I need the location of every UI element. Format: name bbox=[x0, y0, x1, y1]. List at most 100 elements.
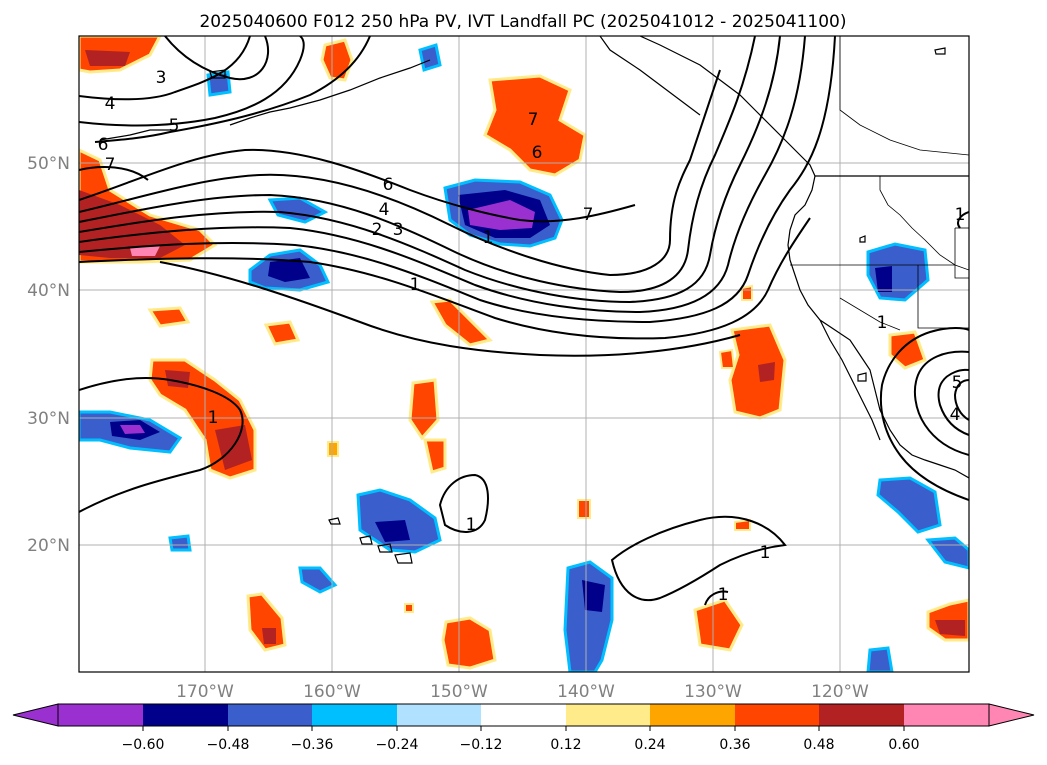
pv-blob bbox=[147, 306, 191, 328]
lon-label: 130°W bbox=[684, 682, 742, 702]
contour-label: 6 bbox=[532, 143, 543, 163]
colorbar-segment bbox=[228, 704, 312, 726]
pv-fill-positive bbox=[79, 36, 969, 670]
lon-label: 160°W bbox=[303, 682, 361, 702]
contour-label: 2 bbox=[372, 220, 383, 240]
pv-blob bbox=[758, 362, 775, 382]
pv-blob bbox=[429, 298, 493, 347]
colorbar-extend-low bbox=[12, 703, 59, 727]
pv-blob bbox=[577, 499, 591, 519]
colorbar-tick-label: −0.24 bbox=[376, 737, 419, 753]
pv-blob bbox=[85, 50, 130, 66]
contour-labels: 3 4 5 6 7 6 4 3 2 1 7 6 7 1 1 1 1 1 1 4 … bbox=[98, 68, 966, 605]
latitude-labels: 50°N 40°N 30°N 20°N bbox=[27, 154, 70, 556]
contour-label: 1 bbox=[466, 515, 477, 535]
contour-label: 1 bbox=[410, 275, 421, 295]
lon-label: 170°W bbox=[176, 682, 234, 702]
colorbar-segment bbox=[650, 704, 735, 726]
contour-label: 4 bbox=[950, 405, 961, 425]
colorbar-segment bbox=[481, 704, 566, 726]
pv-blob bbox=[483, 74, 587, 177]
contour-line bbox=[164, 36, 270, 81]
contour-label: 4 bbox=[105, 94, 116, 114]
figure-title: 2025040600 F012 250 hPa PV, IVT Landfall… bbox=[199, 12, 846, 32]
contour-line bbox=[79, 69, 721, 277]
lat-label: 30°N bbox=[27, 409, 70, 429]
pv-blob bbox=[263, 320, 301, 346]
gridlines bbox=[79, 36, 969, 672]
colorbar-tick-label: −0.60 bbox=[122, 737, 165, 753]
lon-label: 150°W bbox=[430, 682, 488, 702]
pv-blob bbox=[408, 378, 440, 441]
map-panel: 3 4 5 6 7 6 4 3 2 1 7 6 7 1 1 1 1 1 1 4 … bbox=[78, 35, 970, 673]
coastlines bbox=[99, 36, 969, 564]
contour-line bbox=[159, 261, 741, 357]
pv-blob bbox=[741, 284, 753, 301]
political-borders bbox=[790, 36, 969, 331]
colorbar-segment bbox=[904, 704, 989, 726]
contour-label: 5 bbox=[952, 373, 963, 393]
pv-blob bbox=[866, 646, 894, 672]
pv-blob bbox=[404, 603, 414, 613]
colorbar-tick-label: −0.12 bbox=[460, 737, 503, 753]
contour-line bbox=[94, 36, 371, 143]
contour-label: 3 bbox=[156, 68, 167, 88]
colorbar-tick-label: −0.48 bbox=[207, 737, 250, 753]
pv-blob bbox=[875, 266, 892, 292]
pv-blob bbox=[468, 200, 535, 230]
colorbar-tick-label: 0.48 bbox=[803, 737, 834, 753]
pv-blob bbox=[876, 476, 942, 534]
colorbar-tick-label: 0.24 bbox=[634, 737, 665, 753]
colorbar-segment bbox=[819, 704, 904, 726]
contour-label: 3 bbox=[393, 220, 404, 240]
pv-blob bbox=[935, 620, 965, 636]
contour-line bbox=[79, 36, 836, 324]
contour-label: 6 bbox=[383, 175, 394, 195]
colorbar-segment bbox=[143, 704, 228, 726]
contour-label: 7 bbox=[105, 155, 116, 175]
contour-line bbox=[79, 36, 806, 314]
contour-line bbox=[937, 368, 969, 436]
pv-blob bbox=[441, 616, 497, 670]
pv-contours bbox=[79, 36, 969, 606]
colorbar-tick-label: 0.60 bbox=[888, 737, 919, 753]
contour-label: 7 bbox=[583, 205, 594, 225]
contour-line bbox=[79, 36, 781, 304]
longitude-labels: 170°W 160°W 150°W 140°W 130°W 120°W bbox=[176, 682, 869, 702]
pv-blob bbox=[423, 438, 447, 474]
colorbar-segment bbox=[397, 704, 481, 726]
pv-blob bbox=[693, 598, 744, 652]
colorbar-ticks bbox=[142, 726, 905, 731]
contour-line bbox=[957, 211, 969, 229]
pv-blob bbox=[582, 580, 605, 612]
contour-line bbox=[913, 350, 969, 456]
lon-label: 140°W bbox=[557, 682, 615, 702]
lat-label: 40°N bbox=[27, 281, 70, 301]
colorbar: −0.60 −0.48 −0.36 −0.24 −0.12 0.12 0.24 … bbox=[12, 703, 1035, 753]
contour-line bbox=[79, 217, 811, 340]
contour-line bbox=[438, 473, 489, 533]
colorbar-extend-high bbox=[988, 703, 1035, 727]
pv-blob bbox=[298, 566, 338, 594]
pv-blob bbox=[375, 520, 410, 542]
pv-blob bbox=[728, 323, 787, 420]
lon-label: 120°W bbox=[811, 682, 869, 702]
colorbar-segment bbox=[58, 704, 143, 726]
colorbar-tick-label: −0.36 bbox=[291, 737, 334, 753]
contour-line bbox=[79, 36, 251, 101]
contour-label: 4 bbox=[379, 200, 390, 220]
contour-label: 1 bbox=[718, 585, 729, 605]
contour-line bbox=[610, 515, 787, 602]
pv-blob bbox=[888, 330, 927, 370]
pv-blob bbox=[262, 628, 276, 644]
lat-label: 50°N bbox=[27, 154, 70, 174]
colorbar-tick-label: 0.12 bbox=[550, 737, 581, 753]
contour-label: 1 bbox=[955, 205, 966, 225]
contour-label: 1 bbox=[208, 408, 219, 428]
pv-blob bbox=[168, 534, 192, 552]
contour-line bbox=[79, 36, 756, 294]
lat-label: 20°N bbox=[27, 536, 70, 556]
contour-line bbox=[79, 377, 244, 513]
contour-line bbox=[953, 379, 969, 421]
contour-label: 6 bbox=[98, 135, 109, 155]
